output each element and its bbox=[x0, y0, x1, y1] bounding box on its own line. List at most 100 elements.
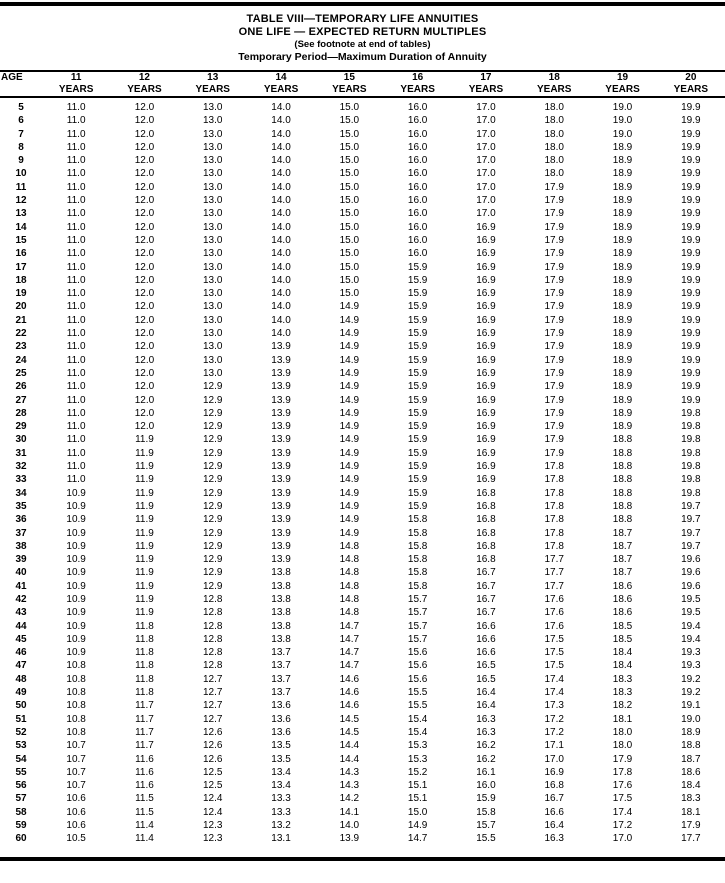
multiple-value-cell: 15.8 bbox=[407, 580, 428, 592]
multiple-value-cell: 14.8 bbox=[339, 567, 360, 579]
multiple-value-cell: 12.0 bbox=[134, 195, 155, 207]
multiple-value-cell: 16.6 bbox=[476, 620, 496, 632]
multiple-value-cell: 11.8 bbox=[135, 620, 154, 632]
multiple-value-cell: 13.9 bbox=[271, 421, 291, 433]
multiple-value-cell: 11.9 bbox=[135, 554, 154, 566]
multiple-value-cell: 17.8 bbox=[544, 474, 564, 486]
table-row: 51 10.8 11.7 12.7 13.6 14.5 15.4 16.3 17.2 18.1 19… bbox=[0, 713, 725, 726]
multiple-value-cell: 14.0 bbox=[271, 102, 291, 113]
multiple-value-cell: 18.9 bbox=[612, 394, 633, 406]
age-cell: 30 bbox=[15, 434, 27, 446]
multiple-value-cell: 18.9 bbox=[612, 234, 633, 246]
multiple-value-cell: 17.0 bbox=[544, 753, 564, 765]
multiple-value-cell: 13.9 bbox=[271, 554, 291, 566]
multiple-value-cell: 13.8 bbox=[271, 607, 291, 619]
multiple-value-cell: 19.4 bbox=[681, 620, 701, 632]
multiple-value-cell: 13.4 bbox=[271, 766, 291, 778]
multiple-value-cell: 19.9 bbox=[681, 381, 701, 393]
table-row: 53 10.7 11.7 12.6 13.5 14.4 15.3 16.2 17.1 18.0 18… bbox=[0, 739, 725, 752]
multiple-value-cell: 15.8 bbox=[407, 540, 428, 552]
multiple-value-cell: 11.7 bbox=[135, 713, 154, 725]
multiple-value-cell: 15.6 bbox=[407, 660, 428, 672]
multiple-value-cell: 12.0 bbox=[134, 261, 155, 273]
multiple-value-cell: 10.5 bbox=[66, 833, 86, 845]
multiple-value-cell: 11.0 bbox=[66, 155, 86, 167]
multiple-value-cell: 15.0 bbox=[339, 155, 360, 167]
multiple-value-cell: 19.9 bbox=[681, 394, 701, 406]
table-row: 59 10.6 11.4 12.3 13.2 14.0 14.9 15.7 16.4 17.2 17… bbox=[0, 819, 725, 832]
table-row: 13 11.0 12.0 13.0 14.0 15.0 16.0 17.0 17.9 18.9 19… bbox=[0, 207, 725, 220]
multiple-value-cell: 15.9 bbox=[407, 487, 428, 499]
multiple-value-cell: 12.9 bbox=[203, 381, 223, 393]
multiple-value-cell: 19.7 bbox=[681, 527, 701, 539]
table-row: 58 10.6 11.5 12.4 13.3 14.1 15.0 15.8 16.6 17.4 18… bbox=[0, 806, 725, 819]
multiple-value-cell: 11.8 bbox=[135, 687, 154, 699]
table-row: 46 10.9 11.8 12.8 13.7 14.7 15.6 16.6 17.5 18.4 19… bbox=[0, 646, 725, 659]
multiple-value-cell: 17.9 bbox=[544, 367, 564, 379]
multiple-value-cell: 12.0 bbox=[134, 234, 155, 246]
multiple-value-cell: 13.7 bbox=[271, 647, 291, 659]
multiple-value-cell: 14.9 bbox=[339, 461, 360, 473]
multiple-value-cell: 13.9 bbox=[271, 434, 291, 446]
multiple-value-cell: 10.7 bbox=[66, 740, 86, 752]
multiple-value-cell: 19.6 bbox=[681, 580, 701, 592]
multiple-value-cell: 17.4 bbox=[544, 687, 564, 699]
multiple-value-cell: 13.9 bbox=[271, 540, 291, 552]
multiple-value-cell: 18.9 bbox=[612, 274, 633, 286]
multiple-value-cell: 12.9 bbox=[203, 554, 223, 566]
table-row: 9 11.0 12.0 13.0 14.0 15.0 16.0 17.0 18.0 18.9 19.… bbox=[0, 154, 725, 167]
multiple-value-cell: 14.6 bbox=[339, 687, 360, 699]
age-cell: 49 bbox=[15, 687, 27, 699]
table-row: 26 11.0 12.0 12.9 13.9 14.9 15.9 16.9 17.9 18.9 19… bbox=[0, 380, 725, 393]
multiple-value-cell: 11.0 bbox=[66, 407, 86, 419]
multiple-value-cell: 17.9 bbox=[544, 221, 564, 233]
multiple-value-cell: 12.0 bbox=[134, 155, 155, 167]
multiple-value-cell: 19.3 bbox=[681, 647, 701, 659]
multiple-value-cell: 19.9 bbox=[681, 261, 701, 273]
multiple-value-cell: 19.9 bbox=[681, 128, 701, 140]
multiple-value-cell: 10.9 bbox=[66, 647, 86, 659]
age-cell: 9 bbox=[18, 155, 24, 167]
multiple-value-cell: 16.9 bbox=[476, 301, 496, 313]
multiple-value-cell: 16.6 bbox=[476, 647, 496, 659]
multiple-value-cell: 11.6 bbox=[135, 766, 154, 778]
multiple-value-cell: 16.7 bbox=[476, 593, 496, 605]
multiple-value-cell: 13.9 bbox=[271, 394, 291, 406]
top-border bbox=[0, 2, 725, 6]
multiple-value-cell: 16.2 bbox=[476, 740, 496, 752]
multiple-value-cell: 18.9 bbox=[612, 407, 633, 419]
multiple-value-cell: 14.9 bbox=[339, 421, 360, 433]
multiple-value-cell: 10.9 bbox=[66, 527, 86, 539]
multiple-value-cell: 10.9 bbox=[66, 593, 86, 605]
multiple-value-cell: 17.8 bbox=[544, 540, 564, 552]
multiple-value-cell: 19.9 bbox=[681, 234, 701, 246]
multiple-value-cell: 11.0 bbox=[66, 474, 86, 486]
multiple-value-cell: 15.0 bbox=[339, 288, 360, 300]
age-cell: 44 bbox=[15, 620, 27, 632]
multiple-value-cell: 12.5 bbox=[203, 766, 223, 778]
multiple-value-cell: 11.0 bbox=[66, 115, 86, 127]
age-cell: 34 bbox=[15, 487, 27, 499]
multiple-value-cell: 17.9 bbox=[544, 394, 564, 406]
multiple-value-cell: 16.8 bbox=[476, 554, 496, 566]
table-row: 17 11.0 12.0 13.0 14.0 15.0 15.9 16.9 17.9 18.9 19… bbox=[0, 261, 725, 274]
multiple-value-cell: 18.9 bbox=[612, 261, 633, 273]
multiple-value-cell: 16.5 bbox=[476, 673, 496, 685]
age-cell: 32 bbox=[15, 461, 27, 473]
column-header-13-years: 13 YEARS bbox=[179, 71, 247, 97]
table-row: 23 11.0 12.0 13.0 13.9 14.9 15.9 16.9 17.9 18.9 19… bbox=[0, 340, 725, 353]
multiple-value-cell: 12.0 bbox=[134, 381, 155, 393]
multiple-value-cell: 13.6 bbox=[271, 700, 291, 712]
multiple-value-cell: 16.0 bbox=[407, 221, 428, 233]
multiple-value-cell: 10.9 bbox=[66, 500, 86, 512]
footnote-reference: (See footnote at end of tables) bbox=[294, 39, 431, 50]
multiple-value-cell: 17.9 bbox=[544, 195, 564, 207]
multiple-value-cell: 14.9 bbox=[339, 314, 360, 326]
table-title: TABLE VIII—TEMPORARY LIFE ANNUITIES bbox=[246, 13, 479, 25]
multiple-value-cell: 11.5 bbox=[135, 806, 154, 818]
multiple-value-cell: 18.9 bbox=[612, 301, 633, 313]
age-cell: 46 bbox=[15, 647, 27, 659]
multiple-value-cell: 14.8 bbox=[339, 580, 360, 592]
column-header-number: 13 bbox=[207, 72, 219, 83]
multiple-value-cell: 15.9 bbox=[407, 447, 428, 459]
